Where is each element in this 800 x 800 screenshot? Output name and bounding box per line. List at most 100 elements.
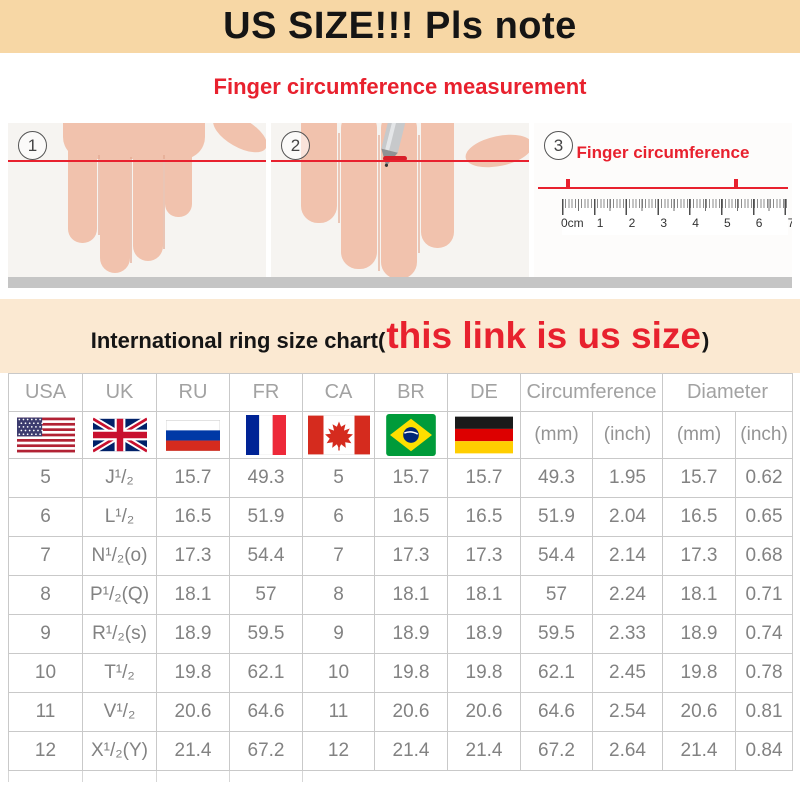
size-cell: 0.71 — [735, 575, 794, 615]
chart-title-highlight: this link is us size — [386, 315, 701, 356]
step-3-photo: 3 Finger circumference 0cm 1 2 3 4 5 6 7 — [534, 123, 792, 277]
string-length-line — [538, 179, 788, 189]
size-cell: 2.64 — [591, 731, 664, 771]
unit-header: (mm) — [520, 411, 593, 459]
table-row: 8 P¹/₂(Q) 18.1 57 8 18.1 18.1 57 2.24 18.1 0.71 — [8, 575, 794, 615]
size-cell: 2.14 — [591, 536, 664, 576]
col-header-usa: USA — [8, 373, 83, 412]
table-row: 9 R¹/₂(s) 18.9 59.5 9 18.9 18.9 59.5 2.33 18.9 0.7… — [8, 614, 794, 654]
size-cell: 2.24 — [591, 575, 664, 615]
size-cell: 7 — [8, 536, 83, 576]
size-cell: 19.8 — [156, 653, 230, 693]
size-cell: 18.1 — [374, 575, 448, 615]
size-cell: 0.78 — [735, 653, 794, 693]
ruler-number: 0cm — [561, 216, 584, 230]
size-cell: 64.6 — [520, 692, 593, 732]
size-cell: 10 — [302, 653, 375, 693]
size-cell: 9 — [8, 614, 83, 654]
size-cell: 12 — [302, 731, 375, 771]
top-banner: US SIZE!!! Pls note — [0, 0, 800, 53]
size-cell: T¹/₂ — [82, 653, 157, 693]
chart-banner: International ring size chart( this link… — [0, 299, 800, 373]
subtitle: Finger circumference measurement — [213, 73, 587, 99]
ruler-number: 7 — [787, 216, 792, 230]
size-cell: N¹/₂(o) — [82, 536, 157, 576]
step-1-badge: 1 — [18, 131, 47, 160]
unit-header: (mm) — [662, 411, 737, 459]
divider-bar — [8, 277, 792, 288]
size-cell: 15.7 — [662, 458, 737, 498]
size-cell: 21.4 — [447, 731, 521, 771]
size-cell: 6 — [302, 497, 375, 537]
ruler-numbers: 0cm 1 2 3 4 5 6 7 — [561, 215, 792, 231]
size-cell: 59.5 — [229, 614, 303, 654]
size-cell: 57 — [520, 575, 593, 615]
size-cell: 18.1 — [156, 575, 230, 615]
size-cell: 18.1 — [447, 575, 521, 615]
size-cell: 15.7 — [447, 458, 521, 498]
size-cell: R¹/₂(s) — [82, 614, 157, 654]
size-cell: 21.4 — [662, 731, 737, 771]
hand-illustration — [63, 123, 266, 273]
size-cell: 5 — [8, 458, 83, 498]
col-header-ru: RU — [156, 373, 230, 412]
size-cell: 16.5 — [156, 497, 230, 537]
size-cell: 17.3 — [447, 536, 521, 576]
finger-circumference-label: Finger circumference — [576, 143, 750, 162]
unit-header: (inch) — [591, 411, 664, 459]
table-row: 7 N¹/₂(o) 17.3 54.4 7 17.3 17.3 54.4 2.14 17.3 0.6… — [8, 536, 794, 576]
size-cell: 15.7 — [374, 458, 448, 498]
size-cell: 51.9 — [229, 497, 303, 537]
page-title: US SIZE!!! Pls note — [223, 5, 577, 47]
size-cell: 19.8 — [374, 653, 448, 693]
size-cell: 62.1 — [229, 653, 303, 693]
size-cell: 20.6 — [447, 692, 521, 732]
size-cell: 1.95 — [591, 458, 664, 498]
size-cell: 18.9 — [156, 614, 230, 654]
size-cell: 2.54 — [591, 692, 664, 732]
col-header-br: BR — [374, 373, 448, 412]
size-cell: 7 — [302, 536, 375, 576]
size-cell: V¹/₂ — [82, 692, 157, 732]
ruler-number: 2 — [628, 216, 636, 230]
size-cell: 49.3 — [229, 458, 303, 498]
table-row: 6 L¹/₂ 16.5 51.9 6 16.5 16.5 51.9 2.04 16.5 0.65 — [8, 497, 794, 537]
size-cell: 19.8 — [447, 653, 521, 693]
flag-cell — [229, 411, 303, 459]
size-cell: 2.33 — [591, 614, 664, 654]
col-header-diameter: Diameter — [662, 373, 794, 412]
size-cell: 0.74 — [735, 614, 794, 654]
mark-tick — [566, 179, 570, 189]
size-cell: 54.4 — [229, 536, 303, 576]
size-cell: 8 — [8, 575, 83, 615]
size-cell: 16.5 — [447, 497, 521, 537]
col-header-de: DE — [447, 373, 521, 412]
ruler-number: 6 — [755, 216, 763, 230]
size-cell: 11 — [8, 692, 83, 732]
table-row: 12 X¹/₂(Y) 21.4 67.2 12 21.4 21.4 67.2 2.64 21.4 0… — [8, 731, 794, 771]
size-cell: 15.7 — [156, 458, 230, 498]
size-cell: 67.2 — [520, 731, 593, 771]
measurement-steps: 1 2 — [8, 123, 792, 277]
flag-de-icon — [455, 416, 513, 454]
flag-ca-icon — [307, 415, 370, 455]
ruler-number: 3 — [660, 216, 668, 230]
size-cell: 11 — [302, 692, 375, 732]
flag-fr-icon — [246, 415, 286, 455]
flag-usa-icon — [16, 417, 75, 453]
flag-cell — [447, 411, 521, 459]
chart-title-prefix: International ring size chart( — [90, 328, 386, 353]
size-cell: L¹/₂ — [82, 497, 157, 537]
col-header-ca: CA — [302, 373, 375, 412]
size-cell: 18.9 — [374, 614, 448, 654]
size-cell: 49.3 — [520, 458, 593, 498]
flag-cell — [374, 411, 448, 459]
size-cell: 0.62 — [735, 458, 794, 498]
size-cell: 6 — [8, 497, 83, 537]
size-cell: 5 — [302, 458, 375, 498]
size-cell: 18.9 — [447, 614, 521, 654]
ruler-number: 4 — [692, 216, 699, 230]
size-cell: 21.4 — [374, 731, 448, 771]
size-cell: 0.81 — [735, 692, 794, 732]
size-cell: 19.8 — [662, 653, 737, 693]
